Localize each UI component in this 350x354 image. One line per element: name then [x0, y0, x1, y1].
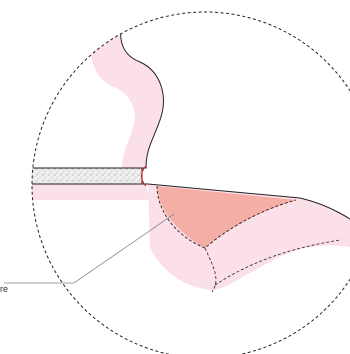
highlight-dashed-outline — [156, 185, 297, 249]
pink-horizontal-band — [32, 184, 150, 200]
joint-accent — [140, 165, 147, 187]
molding-outline — [120, 19, 164, 169]
leader-line — [4, 213, 175, 284]
highlight-region — [157, 186, 296, 248]
lower-dashed-arc — [204, 239, 341, 293]
speckled-sheet — [32, 167, 143, 185]
detail-content — [32, 19, 350, 293]
detail-circle-border — [31, 11, 350, 354]
pink-molding-profile — [90, 20, 164, 168]
callout-label: re — [0, 284, 8, 294]
